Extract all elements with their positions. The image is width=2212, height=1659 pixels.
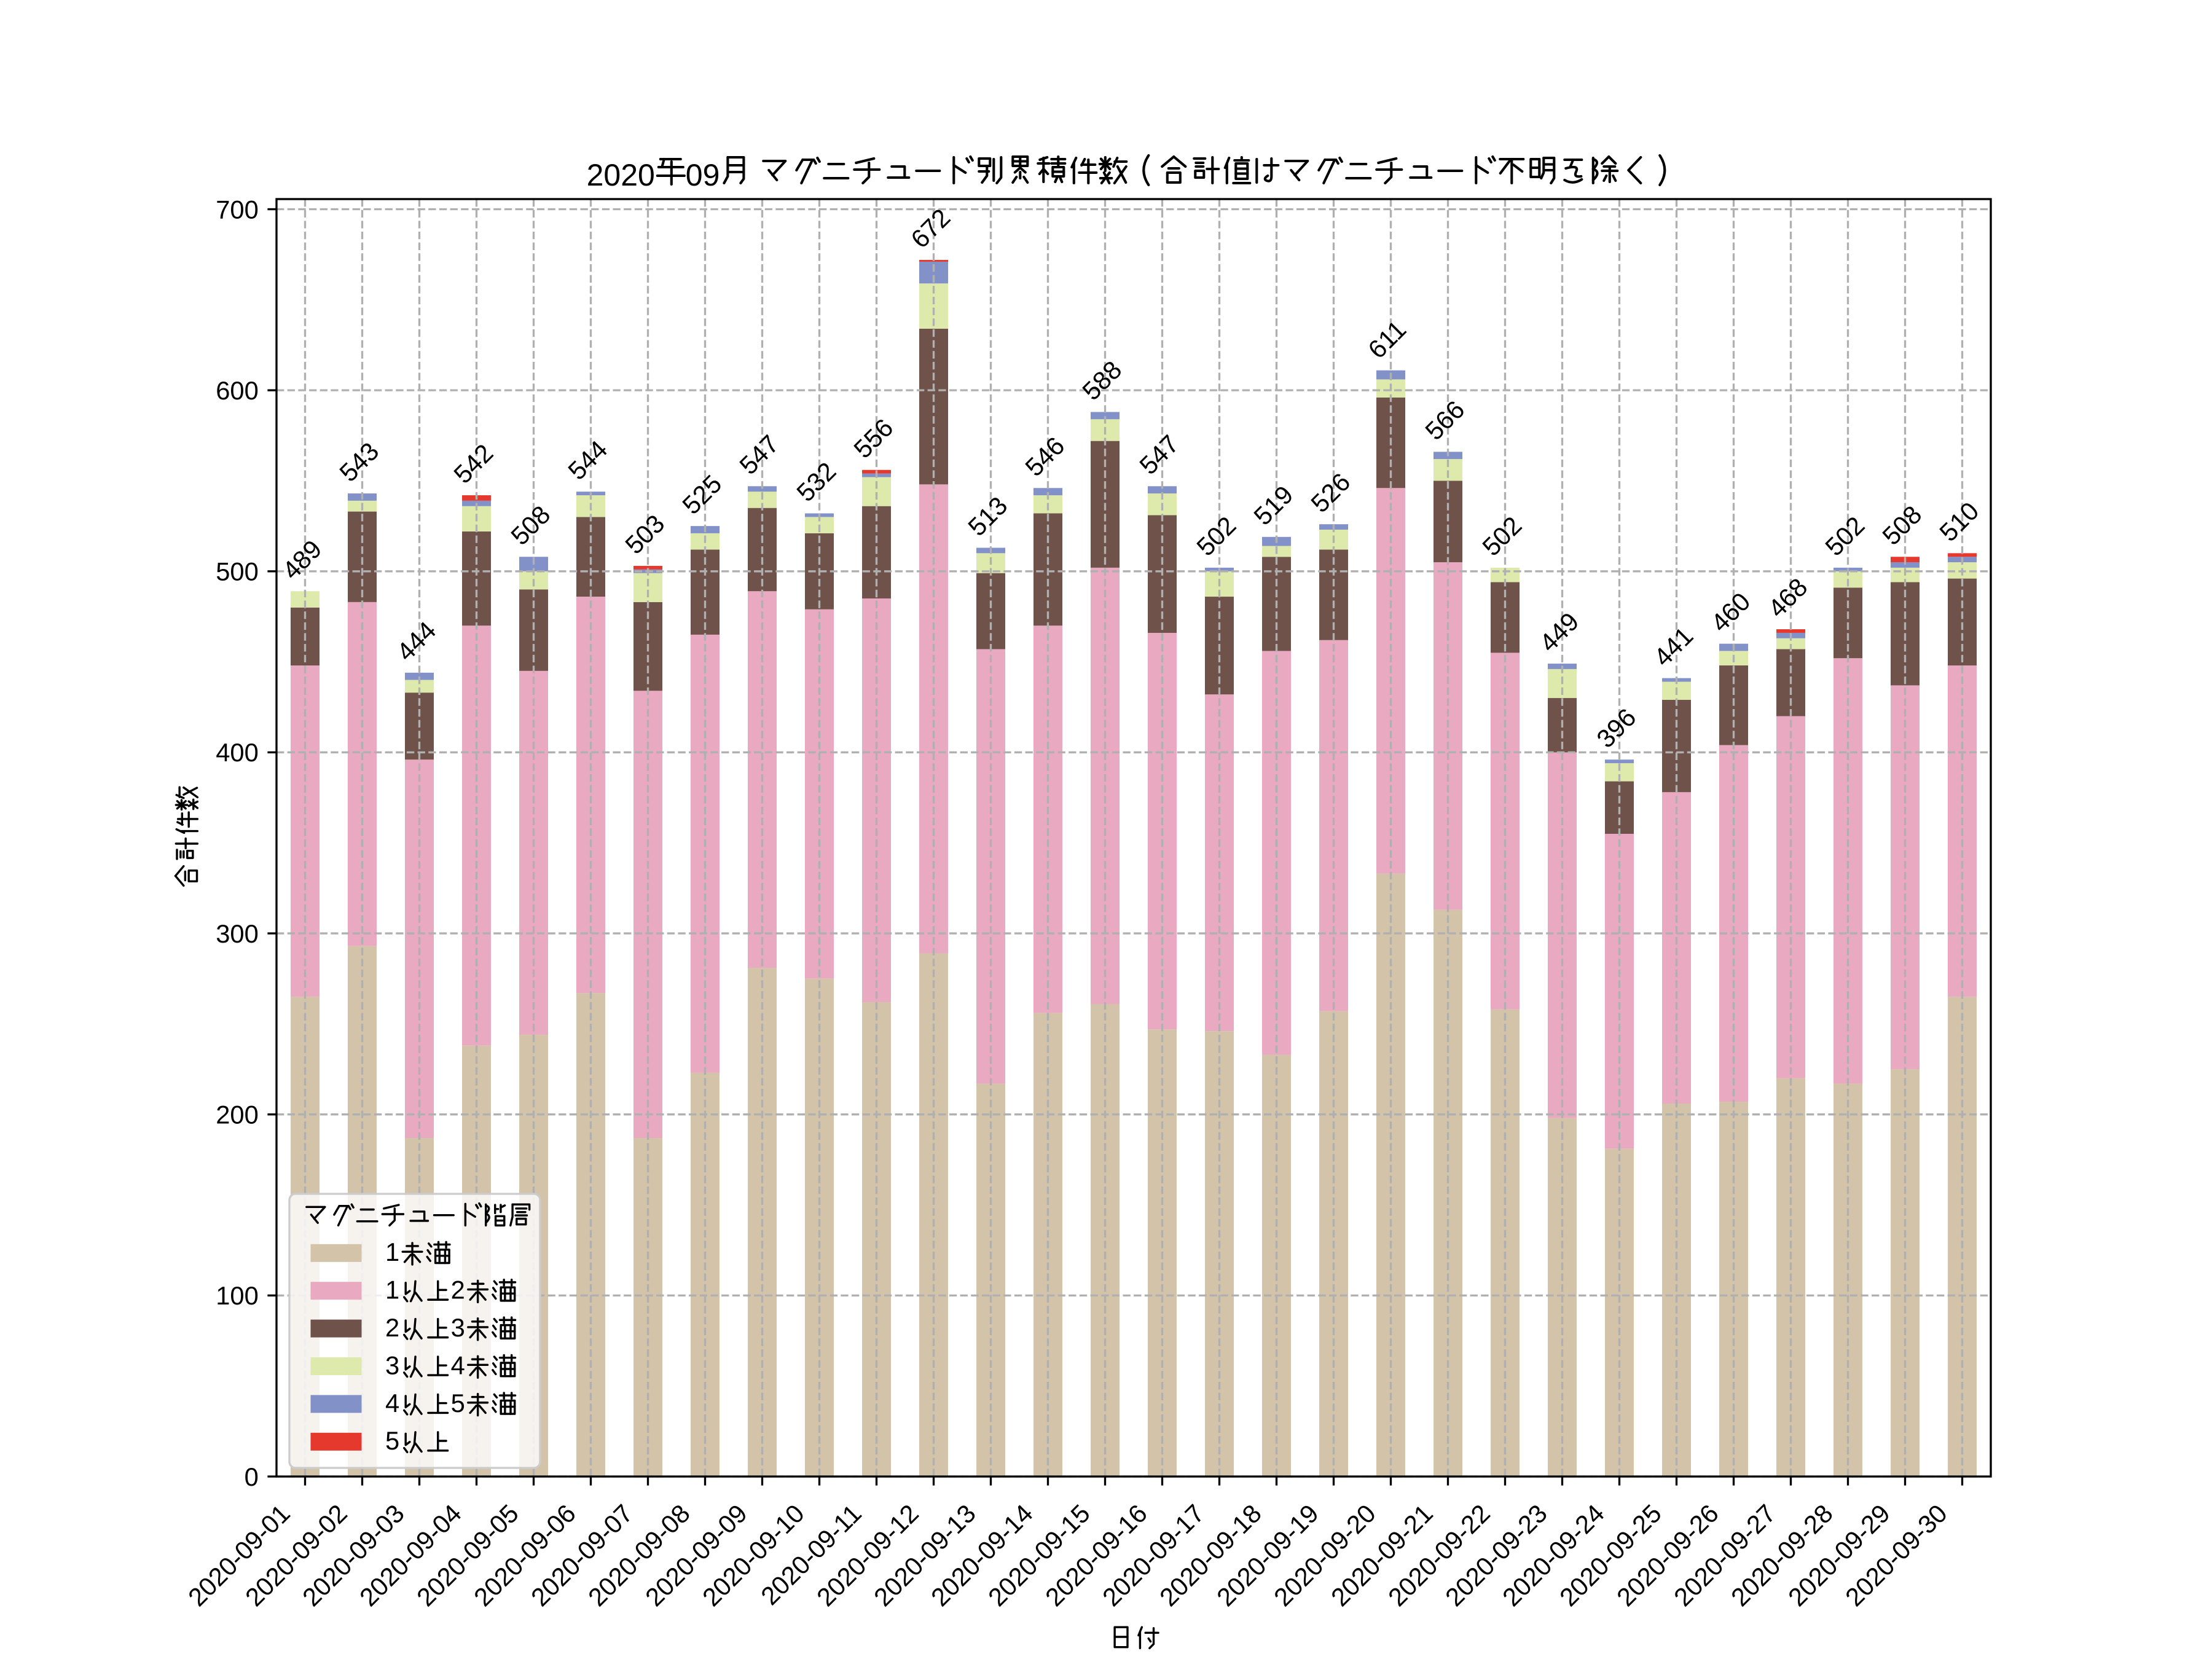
- svg-text:500: 500: [216, 557, 259, 586]
- svg-text:4: 4: [385, 1389, 399, 1418]
- svg-text:5: 5: [451, 1389, 465, 1418]
- svg-text:2020: 2020: [587, 158, 655, 192]
- svg-text:4: 4: [451, 1351, 465, 1379]
- svg-text:1: 1: [385, 1276, 399, 1304]
- svg-text:400: 400: [216, 738, 259, 767]
- svg-text:1: 1: [385, 1237, 399, 1266]
- svg-text:5: 5: [385, 1426, 399, 1455]
- svg-text:3: 3: [385, 1351, 399, 1379]
- svg-text:600: 600: [216, 376, 259, 405]
- svg-text:100: 100: [216, 1281, 259, 1310]
- svg-text:09: 09: [686, 158, 720, 192]
- svg-text:300: 300: [216, 919, 259, 948]
- svg-text:700: 700: [216, 195, 259, 224]
- svg-text:2: 2: [385, 1313, 399, 1342]
- svg-text:0: 0: [245, 1462, 259, 1491]
- svg-text:3: 3: [451, 1313, 465, 1342]
- svg-text:2: 2: [451, 1276, 465, 1304]
- svg-text:200: 200: [216, 1100, 259, 1129]
